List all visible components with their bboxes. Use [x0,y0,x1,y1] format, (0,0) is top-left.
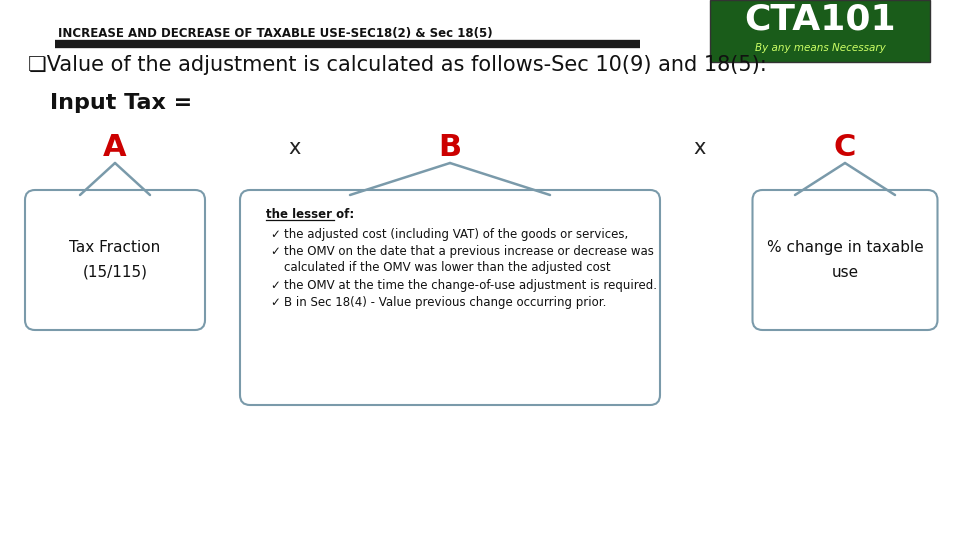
Text: CTA101: CTA101 [744,3,896,37]
Text: the lesser of:: the lesser of: [266,208,354,221]
Text: ✓: ✓ [270,296,280,309]
Text: By any means Necessary: By any means Necessary [755,43,885,53]
Text: ✓: ✓ [270,228,280,241]
Text: C: C [834,133,856,163]
Text: B: B [439,133,462,163]
Text: A: A [103,133,127,163]
Text: ✓: ✓ [270,245,280,258]
FancyBboxPatch shape [240,190,660,405]
Text: x: x [694,138,707,158]
Text: the OMV on the date that a previous increase or decrease was
calculated if the O: the OMV on the date that a previous incr… [284,245,654,274]
Text: the OMV at the time the change-of-use adjustment is required.: the OMV at the time the change-of-use ad… [284,279,657,292]
Text: the adjusted cost (including VAT) of the goods or services,: the adjusted cost (including VAT) of the… [284,228,628,241]
Text: % change in taxable
use: % change in taxable use [767,240,924,280]
Text: Tax Fraction
(15/115): Tax Fraction (15/115) [69,240,160,280]
FancyBboxPatch shape [753,190,938,330]
Text: ❏Value of the adjustment is calculated as follows-Sec 10(9) and 18(5):: ❏Value of the adjustment is calculated a… [28,55,767,75]
Text: INCREASE AND DECREASE OF TAXABLE USE-SEC18(2) & Sec 18(5): INCREASE AND DECREASE OF TAXABLE USE-SEC… [58,27,492,40]
Text: x: x [289,138,301,158]
Text: ✓: ✓ [270,279,280,292]
FancyBboxPatch shape [25,190,205,330]
Text: Input Tax =: Input Tax = [50,93,192,113]
FancyBboxPatch shape [710,0,930,62]
Text: B in Sec 18(4) - Value previous change occurring prior.: B in Sec 18(4) - Value previous change o… [284,296,607,309]
